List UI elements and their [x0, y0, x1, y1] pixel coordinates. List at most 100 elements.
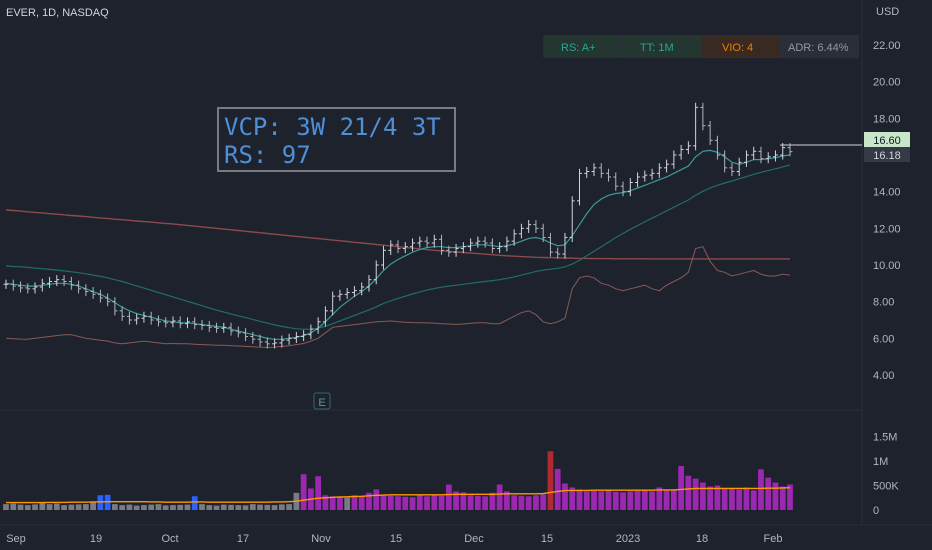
price-bar: [468, 238, 474, 252]
price-bar: [388, 240, 394, 255]
volume-bar: [692, 478, 699, 510]
price-bar: [163, 317, 169, 328]
price-bar: [555, 247, 561, 259]
volume-bar: [714, 485, 721, 510]
time-axis[interactable]: Sep 19 Oct 17 Nov 15 Dec 15 2023 18 Feb: [6, 533, 782, 545]
price-bar: [627, 177, 633, 197]
price-bar: [431, 234, 437, 248]
volume-bar: [257, 504, 263, 510]
rs-line: [5, 246, 791, 349]
time-tick-label: Nov: [311, 533, 331, 545]
price-bar: [90, 287, 96, 299]
price-bar: [620, 181, 626, 197]
volume-average-line: [6, 487, 791, 504]
price-bar: [598, 163, 604, 178]
volume-bar: [612, 491, 619, 510]
time-tick-label: 2023: [616, 533, 640, 545]
volume-bar: [61, 505, 67, 510]
volume-bar: [148, 504, 155, 510]
price-bar: [301, 330, 307, 342]
price-bar: [417, 236, 423, 248]
volume-bar: [416, 495, 423, 510]
volume-bar: [576, 489, 583, 510]
volume-bar: [525, 496, 532, 510]
earnings-letter: E: [318, 397, 325, 409]
volume-bar: [344, 497, 351, 510]
price-bar: [18, 281, 24, 293]
volume-bar: [750, 490, 757, 510]
volume-bar: [656, 487, 663, 510]
badge-tt: TT: 1M: [640, 42, 674, 54]
price-bar: [141, 311, 147, 323]
earnings-marker[interactable]: E: [313, 392, 331, 410]
price-bar: [32, 282, 38, 294]
volume-bar: [46, 504, 53, 510]
price-bar: [765, 152, 771, 164]
volume-bar: [112, 504, 118, 510]
price-bar: [664, 159, 670, 173]
volume-bar: [409, 497, 416, 510]
volume-bar: [627, 491, 634, 510]
price-bar: [562, 232, 568, 259]
price-bar: [293, 331, 299, 343]
price-bar: [134, 313, 140, 325]
volume-bar: [133, 505, 140, 510]
price-bar: [105, 293, 111, 307]
volume-bar: [68, 504, 75, 510]
price-bar: [533, 220, 539, 233]
badge-adr: ADR: 6.44%: [788, 42, 849, 54]
volume-bar: [402, 496, 409, 510]
volume-bar: [10, 503, 17, 510]
price-bar: [61, 275, 67, 287]
price-bar: [743, 150, 749, 167]
time-tick-label: 15: [541, 533, 553, 545]
volume-bar: [547, 451, 554, 510]
volume-bar: [126, 504, 133, 510]
time-tick-label: Sep: [6, 533, 26, 545]
price-bars[interactable]: [3, 102, 793, 349]
price-bar: [656, 163, 662, 178]
volume-bar: [75, 504, 82, 510]
volume-tick-label: 1M: [873, 456, 888, 468]
price-bar: [286, 333, 292, 345]
price-bar: [3, 279, 9, 289]
volume-bars: [3, 451, 793, 510]
volume-bar: [758, 469, 764, 510]
price-bar: [584, 166, 590, 178]
price-bar: [671, 150, 677, 169]
price-bar: [366, 275, 372, 292]
volume-bar: [358, 495, 365, 510]
volume-bar: [562, 483, 568, 510]
price-bar: [642, 170, 648, 182]
price-bar: [635, 172, 641, 188]
price-bar: [322, 306, 328, 327]
time-tick-label: Oct: [161, 533, 178, 545]
price-bar: [359, 282, 365, 296]
price-tick-label: 20.00: [873, 77, 901, 89]
volume-bar: [431, 494, 438, 510]
price-bar: [526, 220, 532, 233]
price-bar: [453, 243, 459, 257]
price-bar: [170, 316, 176, 328]
last-price-label: 16.60: [873, 135, 901, 147]
price-bar: [780, 143, 786, 160]
volume-bar: [366, 492, 372, 510]
price-bar: [439, 234, 445, 255]
price-bar: [83, 284, 89, 297]
volume-bar: [162, 505, 169, 510]
price-bar: [10, 279, 16, 291]
volume-bar: [82, 504, 89, 510]
price-bar: [235, 326, 241, 338]
price-axis[interactable]: 22.0020.0018.0016.0014.0012.0010.008.006…: [873, 40, 901, 517]
volume-bar: [380, 495, 387, 510]
price-bar: [337, 289, 343, 301]
price-labels: 16.60 16.18: [780, 132, 910, 162]
volume-bar: [729, 488, 735, 510]
volume-bar: [663, 490, 670, 510]
vcp-annotation[interactable]: VCP: 3W 21/4 3T RS: 97: [217, 107, 456, 172]
price-bar: [613, 172, 619, 191]
volume-bar: [496, 484, 503, 510]
volume-bar: [104, 494, 111, 510]
